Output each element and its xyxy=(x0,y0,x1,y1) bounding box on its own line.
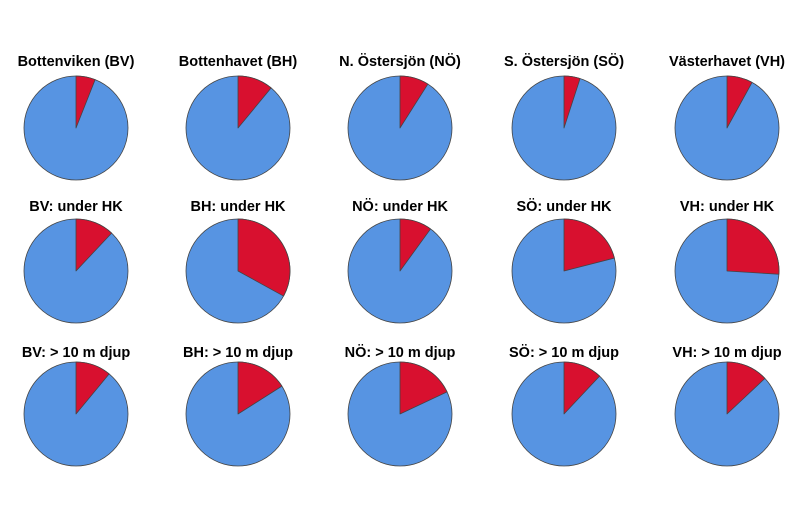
pie-title: Bottenhavet (BH) xyxy=(179,54,298,70)
pie-slice-minor xyxy=(237,218,291,297)
pie-title: S. Östersjön (SÖ) xyxy=(504,53,624,70)
pie-chart: Bottenviken (BV) xyxy=(18,54,135,181)
pie-chart: BH: > 10 m djup xyxy=(183,345,293,467)
pie-slice-minor xyxy=(237,75,272,129)
pie-chart: S. Östersjön (SÖ) xyxy=(504,53,624,181)
pie-title: VH: > 10 m djup xyxy=(672,345,781,361)
pie-chart: Bottenhavet (BH) xyxy=(179,54,298,181)
pie-title: BH: > 10 m djup xyxy=(183,345,293,361)
pie-title: Västerhavet (VH) xyxy=(669,54,785,70)
pie-chart: VH: under HK xyxy=(674,199,780,324)
pie-title: NÖ: > 10 m djup xyxy=(345,344,456,361)
pie-title: BV: > 10 m djup xyxy=(22,345,131,361)
pie-title: SÖ: > 10 m djup xyxy=(509,344,619,361)
pie-title: Bottenviken (BV) xyxy=(18,54,135,70)
pie-chart: VH: > 10 m djup xyxy=(672,345,782,467)
pie-slice-minor xyxy=(399,75,429,129)
pie-slice-minor xyxy=(399,218,431,272)
pie-chart: N. Östersjön (NÖ) xyxy=(339,53,461,181)
pie-title: VH: under HK xyxy=(680,199,775,215)
pie-title: BV: under HK xyxy=(29,199,123,215)
pie-slice-minor xyxy=(75,361,110,415)
pie-chart: BV: under HK xyxy=(23,199,129,324)
pie-chart: SÖ: > 10 m djup xyxy=(509,344,619,467)
pie-chart: NÖ: > 10 m djup xyxy=(345,344,456,467)
pie-chart: BH: under HK xyxy=(185,199,291,324)
pie-slice-minor xyxy=(75,218,112,272)
pie-title: BH: under HK xyxy=(190,199,286,215)
pie-chart: BV: > 10 m djup xyxy=(22,345,131,467)
pie-slice-minor xyxy=(399,361,448,415)
pie-slice-minor xyxy=(75,75,96,129)
pie-title: SÖ: under HK xyxy=(516,198,612,215)
pie-title: NÖ: under HK xyxy=(352,198,448,215)
pie-slice-minor xyxy=(726,75,753,129)
pie-slice-minor xyxy=(563,75,581,129)
pie-slice-minor xyxy=(563,361,600,415)
pie-title: N. Östersjön (NÖ) xyxy=(339,53,461,70)
pie-chart: SÖ: under HK xyxy=(511,198,617,324)
pie-slice-minor xyxy=(237,361,283,415)
pie-slice-minor xyxy=(726,361,766,415)
pie-slice-minor xyxy=(726,218,780,275)
pie-chart: Västerhavet (VH) xyxy=(669,54,785,181)
pie-chart: NÖ: under HK xyxy=(347,198,453,324)
pie-slice-minor xyxy=(563,218,615,272)
